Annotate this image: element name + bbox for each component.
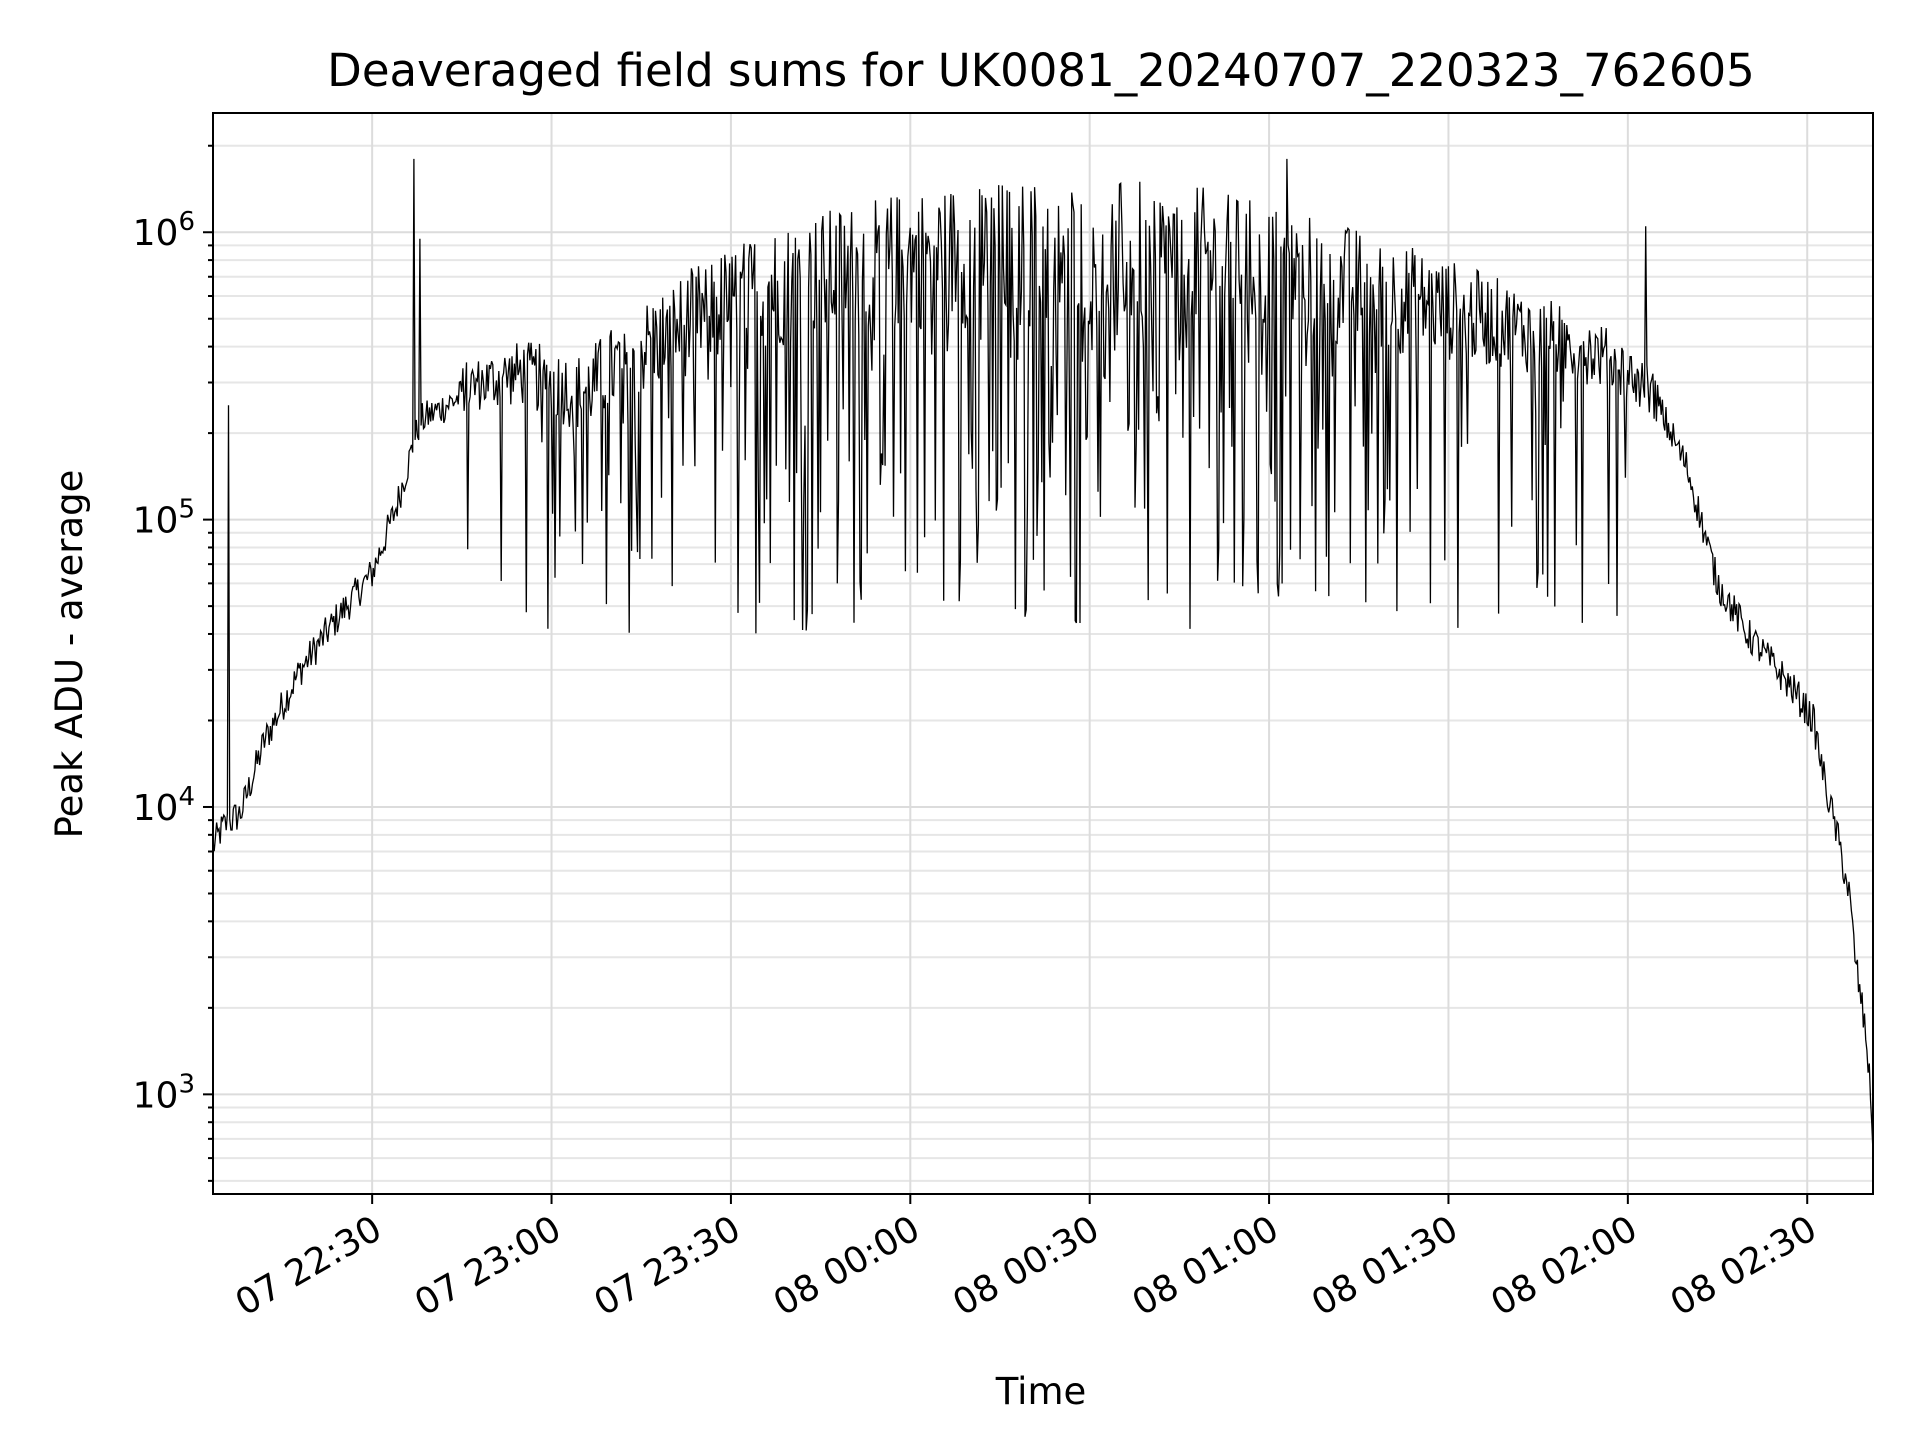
y-tick-label: 103 — [133, 1069, 195, 1116]
x-tick-label: 07 23:00 — [408, 1208, 568, 1324]
x-tick-label: 08 01:30 — [1305, 1208, 1465, 1324]
y-tick-label: 104 — [133, 782, 195, 829]
x-tick-label: 08 01:00 — [1126, 1208, 1286, 1324]
y-tick-label: 106 — [133, 207, 195, 254]
x-axis-label: Time — [995, 1370, 1087, 1413]
y-axis-label: Peak ADU - average — [48, 470, 91, 839]
x-tick-label: 08 00:00 — [767, 1208, 927, 1324]
x-axis: 07 22:30 07 23:00 07 23:30 08 00:00 08 00:30… — [229, 1194, 1824, 1324]
chart-title: Deaveraged field sums for UK0081_2024070… — [327, 44, 1755, 97]
y-axis: 103 104 105 106 — [133, 144, 213, 1182]
x-tick-label: 08 02:00 — [1484, 1208, 1644, 1324]
x-tick-label: 07 22:30 — [229, 1208, 389, 1324]
series-line — [212, 158, 1874, 1151]
x-tick-label: 08 00:30 — [946, 1208, 1106, 1324]
plot-frame — [212, 112, 1874, 1195]
x-tick-label: 08 02:30 — [1664, 1208, 1824, 1324]
y-tick-label: 105 — [133, 495, 195, 542]
x-tick-label: 07 23:30 — [587, 1208, 747, 1324]
